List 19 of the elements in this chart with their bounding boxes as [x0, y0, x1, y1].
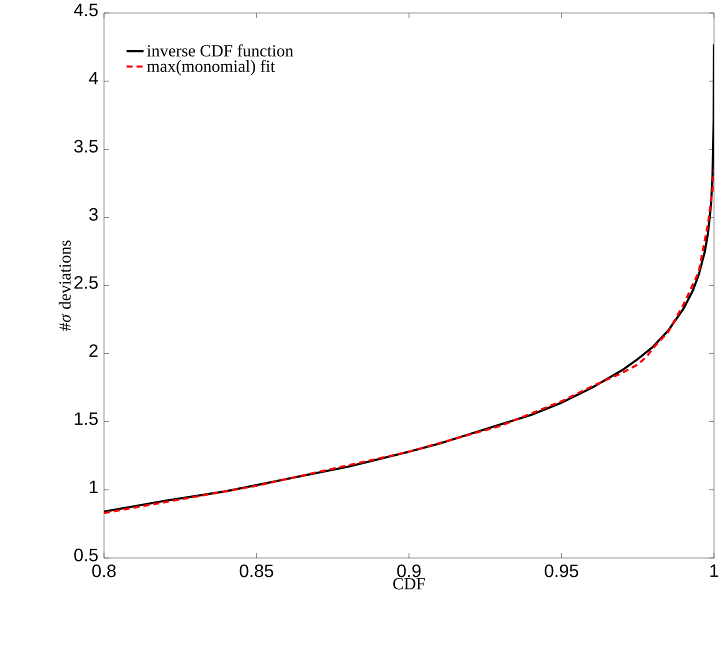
legend-label: inverse CDF function [147, 44, 294, 57]
x-tick-label: 0.95 [544, 564, 578, 578]
y-tick-label: 0.5 [74, 548, 98, 562]
x-axis-title: CDF [393, 578, 425, 590]
y-tick-label: 2 [89, 344, 98, 357]
y-tick-label: 3.5 [74, 140, 98, 153]
y-tick-label: 1.5 [74, 412, 98, 425]
line-series [104, 168, 714, 514]
x-tick-label: 0.85 [240, 564, 274, 578]
y-tick-label: 1 [90, 480, 98, 494]
legend-label: max(monomial) fit [147, 60, 276, 76]
x-tick-label: 0.8 [92, 564, 116, 578]
x-tick-label: 0.9 [397, 564, 421, 578]
y-tick-label: 2.5 [74, 276, 98, 289]
y-tick-label: 3 [89, 208, 98, 221]
y-tick-label: 4.5 [74, 4, 98, 16]
y-tick-label: 4 [88, 72, 98, 84]
x-tick-label: 1 [710, 564, 718, 577]
y-axis-title: #σ deviations [58, 240, 71, 331]
